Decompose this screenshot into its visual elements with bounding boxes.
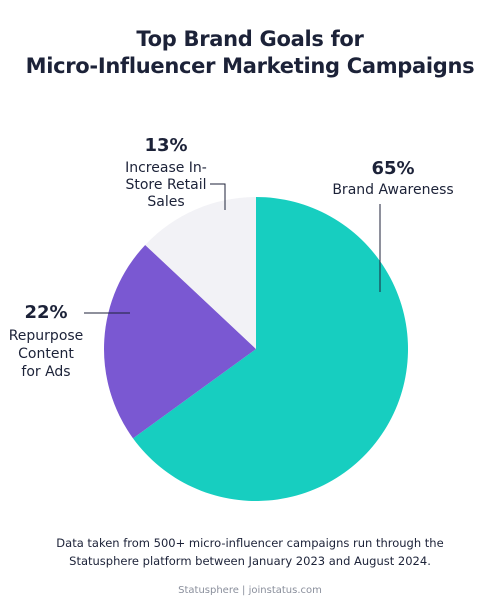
slice-label-in-store-line-3: Sales: [147, 194, 184, 210]
note-line-1: Data taken from 500+ micro-influencer ca…: [56, 536, 444, 550]
chart-title: Top Brand Goals for Micro-Influencer Mar…: [0, 26, 500, 80]
slice-pct-label-repurpose-content: 22%: [24, 302, 67, 323]
pie-slice-repurpose-content: [104, 244, 256, 439]
slice-label-repurpose-line-3: for Ads: [21, 364, 70, 380]
slice-label-repurpose-line-2: Content: [18, 346, 74, 362]
slice-label-brand-awareness: Brand Awareness: [332, 182, 453, 198]
slice-label-in-store-line-1: Increase In-: [125, 160, 207, 176]
chart-title-line-1: Top Brand Goals for: [136, 27, 364, 51]
data-source-note: Data taken from 500+ micro-influencer ca…: [0, 534, 500, 570]
slice-pct-label-in-store-sales: 13%: [144, 135, 187, 156]
slice-label-in-store-line-2: Store Retail: [125, 177, 206, 193]
pie-slices: [104, 197, 409, 501]
footer-credit: Statusphere | joinstatus.com: [178, 585, 322, 596]
slice-label-repurpose-line-1: Repurpose: [9, 328, 84, 344]
pie-slice-brand-awareness: [133, 197, 409, 501]
pie-slice-in-store-sales: [145, 197, 256, 349]
chart-title-line-2: Micro-Influencer Marketing Campaigns: [25, 54, 475, 78]
label-leader-lines: [84, 183, 381, 314]
note-line-2: Statusphere platform between January 202…: [69, 554, 431, 568]
slice-pct-label-brand-awareness: 65%: [371, 158, 414, 179]
leader-line-in-store-sales: [210, 183, 226, 210]
